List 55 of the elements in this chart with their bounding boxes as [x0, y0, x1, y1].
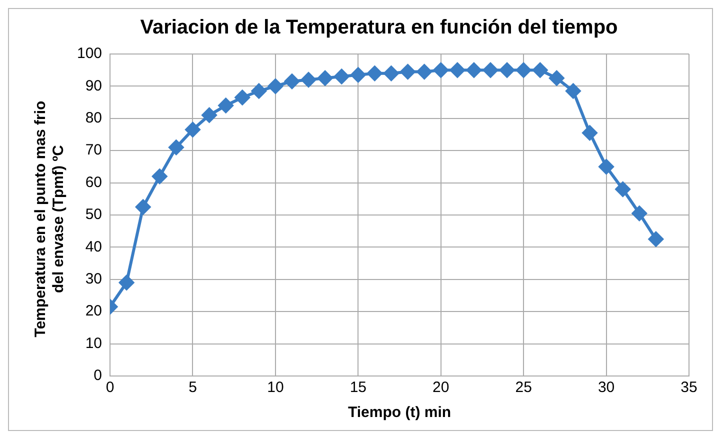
y-tick-label: 0 — [94, 367, 102, 384]
x-tick-label: 5 — [188, 379, 197, 396]
point — [632, 206, 647, 221]
y-axis-title: Temperatura en el punto mas frio del envase (Tpmf) ºC — [32, 100, 68, 338]
point — [416, 64, 432, 80]
x-axis-title: Tiempo (t) min — [348, 404, 452, 422]
y-tick-label: 60 — [85, 174, 102, 191]
point — [384, 66, 399, 81]
point — [234, 90, 250, 105]
x-tick-label: 10 — [267, 379, 284, 396]
x-tick-label: 35 — [680, 379, 698, 396]
point — [549, 70, 564, 86]
x-tick-label: 30 — [598, 379, 615, 396]
point — [350, 67, 366, 82]
point — [367, 66, 382, 81]
y-tick-label: 80 — [85, 110, 102, 127]
point — [466, 62, 482, 78]
y-tick-label: 10 — [85, 334, 102, 352]
point — [450, 62, 465, 78]
point — [648, 232, 664, 247]
x-tick-label: 25 — [515, 379, 532, 396]
point — [119, 275, 134, 290]
y-tick-label: 20 — [85, 302, 102, 320]
y-tick-label: 50 — [85, 206, 102, 224]
point — [136, 199, 151, 214]
point — [615, 182, 630, 197]
point — [218, 98, 234, 114]
point — [500, 62, 515, 78]
point — [318, 70, 333, 86]
y-tick-label: 100 — [76, 45, 102, 62]
point — [566, 84, 581, 99]
point — [532, 62, 548, 78]
point — [598, 159, 614, 174]
y-tick-label: 90 — [85, 77, 102, 94]
point — [433, 62, 448, 78]
point — [251, 84, 266, 99]
point — [284, 74, 300, 89]
y-tick-label: 70 — [85, 142, 102, 159]
point — [400, 64, 416, 80]
y-tick-label: 30 — [85, 270, 102, 288]
point — [516, 62, 532, 78]
x-tick-label: 20 — [432, 379, 450, 396]
chart-title: Variacion de la Temperatura en función del tiempo — [140, 16, 618, 39]
point — [152, 168, 168, 184]
point — [168, 140, 184, 155]
point — [582, 125, 598, 140]
point — [301, 72, 316, 88]
point — [334, 69, 350, 84]
point — [202, 108, 217, 123]
point — [268, 78, 283, 94]
x-tick-label: 0 — [106, 379, 114, 396]
point — [482, 62, 498, 78]
y-tick-label: 40 — [85, 238, 102, 256]
x-tick-label: 15 — [350, 379, 366, 396]
point — [185, 122, 200, 138]
